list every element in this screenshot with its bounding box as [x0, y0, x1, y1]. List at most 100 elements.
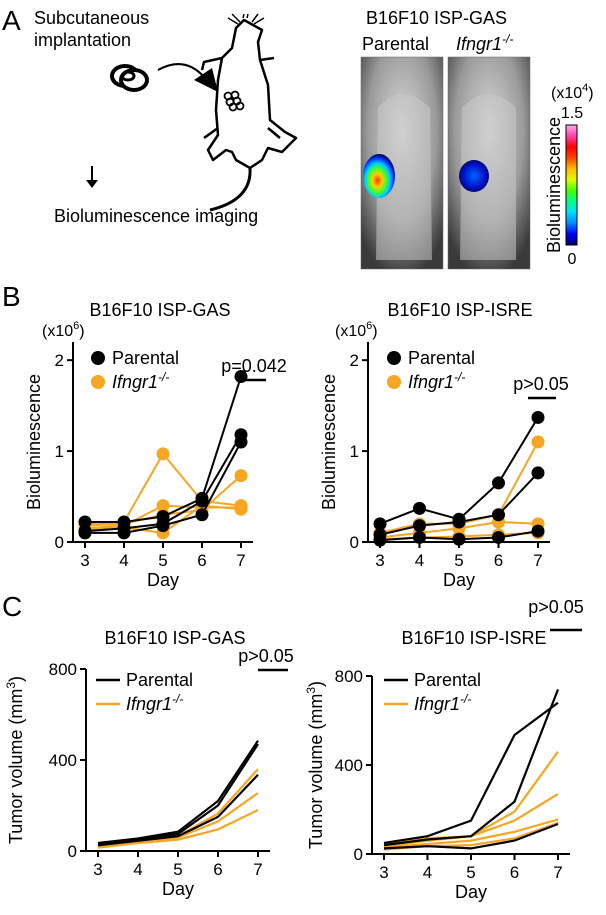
- chart-c-right: B16F10 ISP-ISRE 0 400 800 3 4 5 6 7 Day Tumor volu…: [304, 597, 584, 902]
- series-parental: [373, 410, 545, 531]
- x-tick-label: 3: [80, 551, 89, 570]
- x-tick-label: 6: [494, 551, 503, 570]
- tumor-injection-site-icon: [223, 90, 245, 112]
- series-line: [383, 750, 559, 846]
- data-point: [492, 476, 505, 490]
- legend-label-ko: Ifngr1-/-: [112, 370, 169, 392]
- x-tick-label: 7: [533, 551, 542, 570]
- x-tick-label: 5: [466, 863, 475, 882]
- data-point: [531, 466, 545, 480]
- chart-title: B16F10 ISP-ISRE: [401, 628, 546, 648]
- legend-label-parental: Parental: [408, 348, 475, 368]
- series-parental: [383, 822, 559, 850]
- x-tick-label: 4: [119, 551, 128, 570]
- data-point: [156, 499, 170, 513]
- data-point: [531, 410, 545, 424]
- y-axis-label: Tumor volume (mm3): [4, 676, 26, 844]
- y-multiplier: (x106): [42, 320, 85, 340]
- x-tick-label: 3: [379, 863, 388, 882]
- series-line: [97, 743, 259, 846]
- data-point: [78, 526, 92, 540]
- x-tick-label: 7: [553, 863, 562, 882]
- panel-letter-a: A: [2, 5, 21, 36]
- x-tick-label: 6: [213, 860, 222, 879]
- data-point: [234, 435, 248, 449]
- data-point: [452, 515, 466, 529]
- chart-c-left: B16F10 ISP-GAS 0 400 800 3 4 5 6 7 Day Tumor volum…: [4, 628, 294, 899]
- series-parental: [373, 524, 545, 547]
- data-point: [373, 517, 387, 531]
- data-point: [452, 532, 466, 546]
- p-value-annotation: p=0.042: [221, 356, 287, 376]
- bioluminescence-image-ko: [447, 56, 531, 270]
- x-tick-label: 3: [375, 551, 384, 570]
- chart-b-right: B16F10 ISP-ISRE 0 1 2 3 4 5 6 7 Day Bioluminescenc…: [319, 300, 569, 590]
- x-tick-label: 7: [236, 551, 245, 570]
- y-tick-label: 1: [350, 442, 359, 461]
- legend-marker-parental: [387, 351, 401, 365]
- ko-image-label: Ifngr1-/-: [456, 32, 513, 54]
- legend-marker-ko: [91, 375, 105, 389]
- chart-title: B16F10 ISP-GAS: [104, 628, 245, 648]
- x-tick-label: 5: [158, 551, 167, 570]
- y-axis-label: Bioluminescence: [319, 374, 339, 510]
- data-point: [234, 469, 248, 483]
- implantation-label-line2: implantation: [34, 30, 131, 50]
- data-point: [413, 519, 426, 533]
- series-line: [379, 416, 539, 525]
- bioluminescence-image-parental: [360, 56, 444, 270]
- parental-image-label: Parental: [362, 34, 429, 54]
- injection-arrow: [157, 63, 206, 79]
- series-ko: [97, 809, 259, 849]
- x-axis-label: Day: [162, 879, 194, 899]
- data-point: [413, 530, 426, 544]
- x-tick-label: 4: [415, 551, 424, 570]
- y-tick-label: 0: [55, 533, 64, 552]
- parental-signal-spot: [363, 154, 395, 198]
- cells-icon: [110, 64, 149, 92]
- series-line: [97, 809, 259, 849]
- scale-max-label: 1.5: [561, 105, 583, 122]
- ko-signal-spot: [459, 160, 489, 192]
- y-tick-label: 0: [68, 842, 77, 861]
- x-tick-label: 6: [510, 863, 519, 882]
- data-point: [156, 519, 170, 533]
- data-point: [234, 502, 248, 516]
- series-parental: [97, 740, 259, 845]
- legend-marker-parental: [91, 351, 105, 365]
- scale-axis-label: Bioluminescence: [544, 117, 564, 253]
- whiskers-icon: [227, 13, 265, 25]
- x-tick-label: 5: [173, 860, 182, 879]
- data-point: [531, 435, 545, 449]
- y-multiplier: (x106): [335, 320, 378, 340]
- data-point: [195, 494, 209, 508]
- y-tick-label: 1: [55, 442, 64, 461]
- p-value-annotation: p>0.05: [238, 646, 294, 666]
- legend-label-parental: Parental: [126, 670, 193, 690]
- series-line: [97, 774, 259, 847]
- series-line: [383, 818, 559, 849]
- legend-label-parental: Parental: [112, 348, 179, 368]
- series-parental: [383, 689, 560, 847]
- x-axis-label: Day: [147, 570, 179, 590]
- legend-label-ko: Ifngr1-/-: [414, 692, 471, 714]
- series-line: [383, 822, 559, 850]
- x-tick-label: 4: [423, 863, 432, 882]
- y-tick-label: 400: [49, 751, 77, 770]
- data-point: [78, 515, 92, 529]
- legend-marker-ko: [387, 375, 401, 389]
- series-line: [97, 740, 259, 845]
- down-arrow-head: [86, 180, 98, 188]
- y-tick-label: 400: [335, 756, 363, 775]
- data-point: [492, 508, 505, 522]
- x-tick-label: 3: [93, 860, 102, 879]
- series-line: [383, 701, 559, 844]
- data-point: [195, 508, 209, 522]
- implantation-label-line1: Subcutaneous: [34, 8, 149, 28]
- chart-title: B16F10 ISP-ISRE: [387, 300, 532, 320]
- legend-label-ko: Ifngr1-/-: [126, 692, 183, 714]
- panel-a: A Subcutaneous implantation: [2, 5, 594, 270]
- image-title: B16F10 ISP-GAS: [366, 8, 507, 28]
